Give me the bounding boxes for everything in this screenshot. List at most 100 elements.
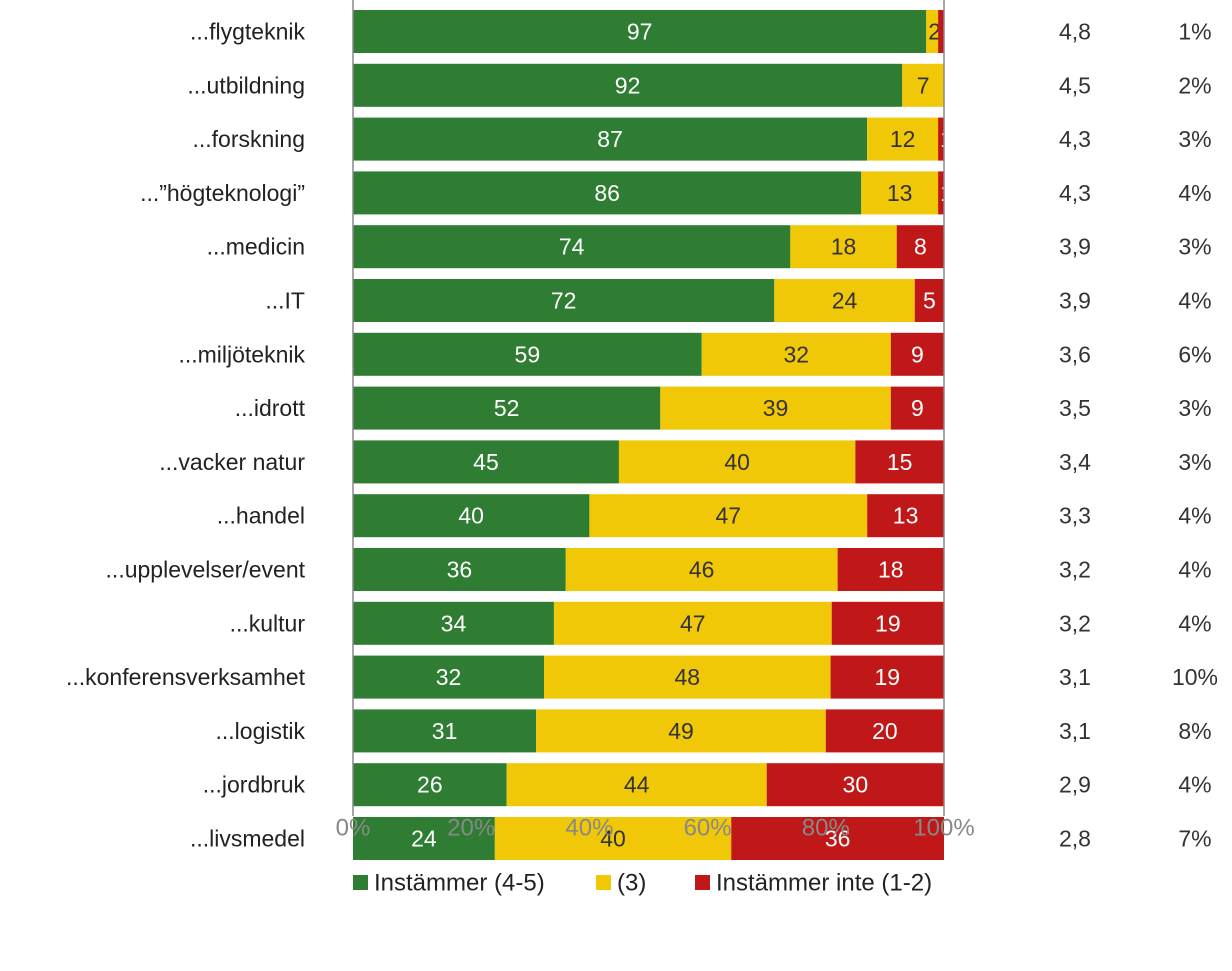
category-label: ...miljöteknik — [178, 341, 305, 367]
bar-value-label: 74 — [559, 234, 585, 260]
bar-value-label: 36 — [825, 826, 851, 852]
bar-value-label: 36 — [447, 557, 473, 583]
bar-segment — [353, 817, 495, 860]
bar-value-label: 13 — [887, 180, 913, 206]
category-label: ...konferensverksamhet — [66, 664, 306, 690]
bar-value-label: 32 — [783, 341, 809, 367]
bar-value-label: 34 — [441, 610, 467, 636]
bar-segment — [731, 817, 944, 860]
bar-segment — [938, 10, 944, 53]
bar-value-label: 9 — [911, 341, 924, 367]
bar-value-label: 32 — [436, 664, 462, 690]
bar-value-label: 86 — [594, 180, 620, 206]
bar-segment — [353, 225, 791, 269]
bar-value-label: 8 — [914, 234, 927, 260]
percent-value: 1% — [1178, 19, 1211, 45]
bar-segment — [825, 709, 944, 753]
bar-value-label: 40 — [458, 503, 484, 529]
mean-value: 4,8 — [1059, 19, 1091, 45]
percent-value: 3% — [1178, 395, 1211, 421]
x-tick-label: 0% — [336, 815, 371, 842]
category-label: ...”högteknologi” — [140, 180, 305, 206]
bar-value-label: 18 — [831, 234, 857, 260]
x-tick-label: 40% — [565, 815, 613, 842]
bar-value-label: 1 — [940, 126, 953, 152]
bar-segment — [353, 10, 927, 53]
bar-value-label: 97 — [627, 19, 653, 45]
category-label: ...logistik — [216, 718, 306, 744]
mean-value: 3,3 — [1059, 503, 1091, 529]
mean-value: 3,2 — [1059, 610, 1091, 636]
bar-value-label: 19 — [875, 610, 901, 636]
bar-value-label: 24 — [832, 288, 858, 314]
percent-value: 4% — [1178, 557, 1211, 583]
percent-value: 8% — [1178, 718, 1211, 744]
mean-value: 3,9 — [1059, 288, 1091, 314]
bar-segment — [831, 601, 944, 645]
bar-value-label: 47 — [715, 503, 741, 529]
mean-value: 2,8 — [1059, 826, 1091, 852]
mean-value: 3,1 — [1059, 718, 1091, 744]
legend-swatch — [695, 875, 710, 890]
bar-segment — [353, 117, 868, 161]
bar-segment — [589, 494, 868, 538]
mean-value: 4,3 — [1059, 180, 1091, 206]
bar-value-label: 0 — [946, 72, 959, 98]
bar-value-label: 39 — [763, 395, 789, 421]
bar-segment — [353, 763, 507, 807]
bar-segment — [618, 440, 856, 484]
bar-value-label: 59 — [515, 341, 541, 367]
bar-value-label: 92 — [615, 72, 641, 98]
percent-value: 4% — [1178, 180, 1211, 206]
x-tick-label: 20% — [447, 815, 495, 842]
mean-value: 3,4 — [1059, 449, 1091, 475]
bar-segment — [861, 171, 939, 215]
bar-segment — [353, 655, 545, 699]
legend-label: (3) — [617, 870, 646, 897]
bar-segment — [830, 655, 944, 699]
bar-segment — [353, 440, 619, 484]
bar-segment — [774, 279, 915, 322]
bar-value-label: 40 — [600, 826, 626, 852]
bar-segment — [890, 386, 944, 430]
category-label: ...kultur — [230, 610, 306, 636]
bar-value-label: 44 — [624, 772, 650, 798]
bar-segment — [353, 548, 566, 591]
bar-segment — [867, 117, 939, 161]
bar-value-label: 31 — [432, 718, 458, 744]
bar-segment — [353, 494, 590, 538]
bar-segment — [938, 171, 944, 215]
category-label: ...idrott — [235, 395, 306, 421]
bar-segment — [890, 332, 944, 376]
category-label: ...forskning — [193, 126, 306, 152]
bar-segment — [938, 117, 944, 161]
legend-swatch — [353, 875, 368, 890]
bar-value-label: 9 — [911, 395, 924, 421]
bar-segment — [701, 332, 891, 376]
bar-segment — [766, 763, 944, 807]
bar-value-label: 7 — [917, 72, 930, 98]
bar-segment — [837, 548, 944, 591]
x-tick-label: 60% — [684, 815, 732, 842]
mean-value: 2,9 — [1059, 772, 1091, 798]
bar-segment — [565, 548, 838, 591]
bar-value-label: 20 — [872, 718, 898, 744]
percent-value: 3% — [1178, 234, 1211, 260]
bar-segment — [353, 709, 537, 753]
category-label: ...flygteknik — [190, 19, 306, 45]
bar-segment — [506, 763, 767, 807]
x-tick-label: 80% — [802, 815, 850, 842]
x-tick-label: 100% — [913, 815, 974, 842]
bar-segment — [867, 494, 944, 538]
bar-segment — [353, 601, 554, 645]
bar-value-label: 19 — [874, 664, 900, 690]
bar-value-label: 15 — [887, 449, 913, 475]
bar-value-label: 18 — [878, 557, 904, 583]
bar-value-label: 46 — [689, 557, 715, 583]
mean-value: 4,3 — [1059, 126, 1091, 152]
percent-value: 3% — [1178, 449, 1211, 475]
bar-value-label: 24 — [411, 826, 437, 852]
percent-value: 6% — [1178, 341, 1211, 367]
